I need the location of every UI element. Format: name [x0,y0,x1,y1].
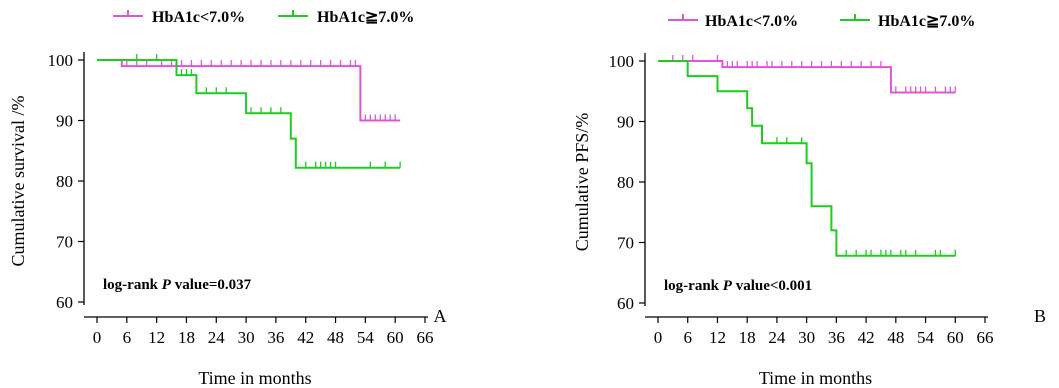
y-tick-label: 90 [617,113,634,132]
legend-a-label-high: HbA1c≧7.0% [317,9,414,26]
x-tick-label: 12 [148,328,165,347]
y-tick-label: 60 [617,294,634,313]
legend-b-label-high: HbA1c≧7.0% [878,13,975,30]
x-tick-label: 6 [683,328,692,347]
y-tick-label: 60 [56,293,73,312]
legend-b-label-low: HbA1c<7.0% [705,13,798,30]
legend-a-item-high: HbA1c≧7.0% [278,9,414,26]
x-axis-label: Time in months [759,368,872,388]
legend-a: HbA1c<7.0% HbA1c≧7.0% [113,9,414,26]
y-axis-label: Cumulative PFS/% [572,113,592,252]
survival-curve [658,60,956,94]
series-hba1c-high [658,60,956,257]
y-tick-label: 80 [617,173,634,192]
panel-label: A [434,306,447,326]
survival-curve [97,59,401,122]
x-tick-label: 30 [238,328,255,347]
x-tick-label: 30 [798,328,815,347]
y-tick-label: 100 [609,52,635,71]
panel-label: B [1034,306,1046,326]
legend-a-item-low: HbA1c<7.0% [113,9,245,26]
x-tick-label: 66 [977,328,994,347]
x-tick-label: 6 [123,328,132,347]
x-tick-label: 18 [178,328,195,347]
x-axis-label: Time in months [198,368,311,388]
x-tick-label: 0 [93,328,102,347]
legend-b-item-low: HbA1c<7.0% [668,13,798,30]
y-tick-label: 70 [56,233,73,252]
panel-a: 60 70 80 90 100 0 6 12 18 24 30 36 42 48 54 60 66 Time in… [8,51,447,388]
x-tick-label: 48 [327,328,344,347]
survival-curve [658,60,956,257]
x-tick-label: 48 [887,328,904,347]
legend-a-label-low: HbA1c<7.0% [152,9,245,26]
panel-b: 60 70 80 90 100 0 6 12 18 24 30 36 42 48 54 60 66 Time in… [572,52,1046,388]
x-tick-label: 24 [208,328,226,347]
x-tick-label: 36 [828,328,845,347]
logrank-annotation: log-rank P value<0.001 [664,278,812,294]
legend-b-item-high: HbA1c≧7.0% [840,13,975,30]
x-tick-label: 24 [768,328,786,347]
series-hba1c-high [97,54,401,169]
x-tick-label: 0 [654,328,663,347]
x-tick-label: 42 [297,328,314,347]
series-hba1c-low [97,59,401,122]
series-hba1c-low [658,55,956,94]
x-tick-label: 54 [357,328,375,347]
x-tick-label: 60 [387,328,404,347]
y-axis-label: Cumulative survival /% [8,96,28,267]
x-tick-label: 60 [947,328,964,347]
logrank-annotation: log-rank P value=0.037 [103,277,252,293]
x-tick-label: 42 [858,328,875,347]
y-tick-label: 90 [56,112,73,131]
x-tick-label: 12 [709,328,726,347]
y-tick-label: 80 [56,172,73,191]
y-tick-label: 100 [48,51,74,70]
x-tick-label: 36 [267,328,284,347]
legend-b: HbA1c<7.0% HbA1c≧7.0% [668,13,975,30]
x-tick-label: 66 [417,328,434,347]
x-tick-label: 18 [739,328,756,347]
x-tick-label: 54 [917,328,935,347]
survival-curve [97,59,401,169]
y-tick-label: 70 [617,234,634,253]
